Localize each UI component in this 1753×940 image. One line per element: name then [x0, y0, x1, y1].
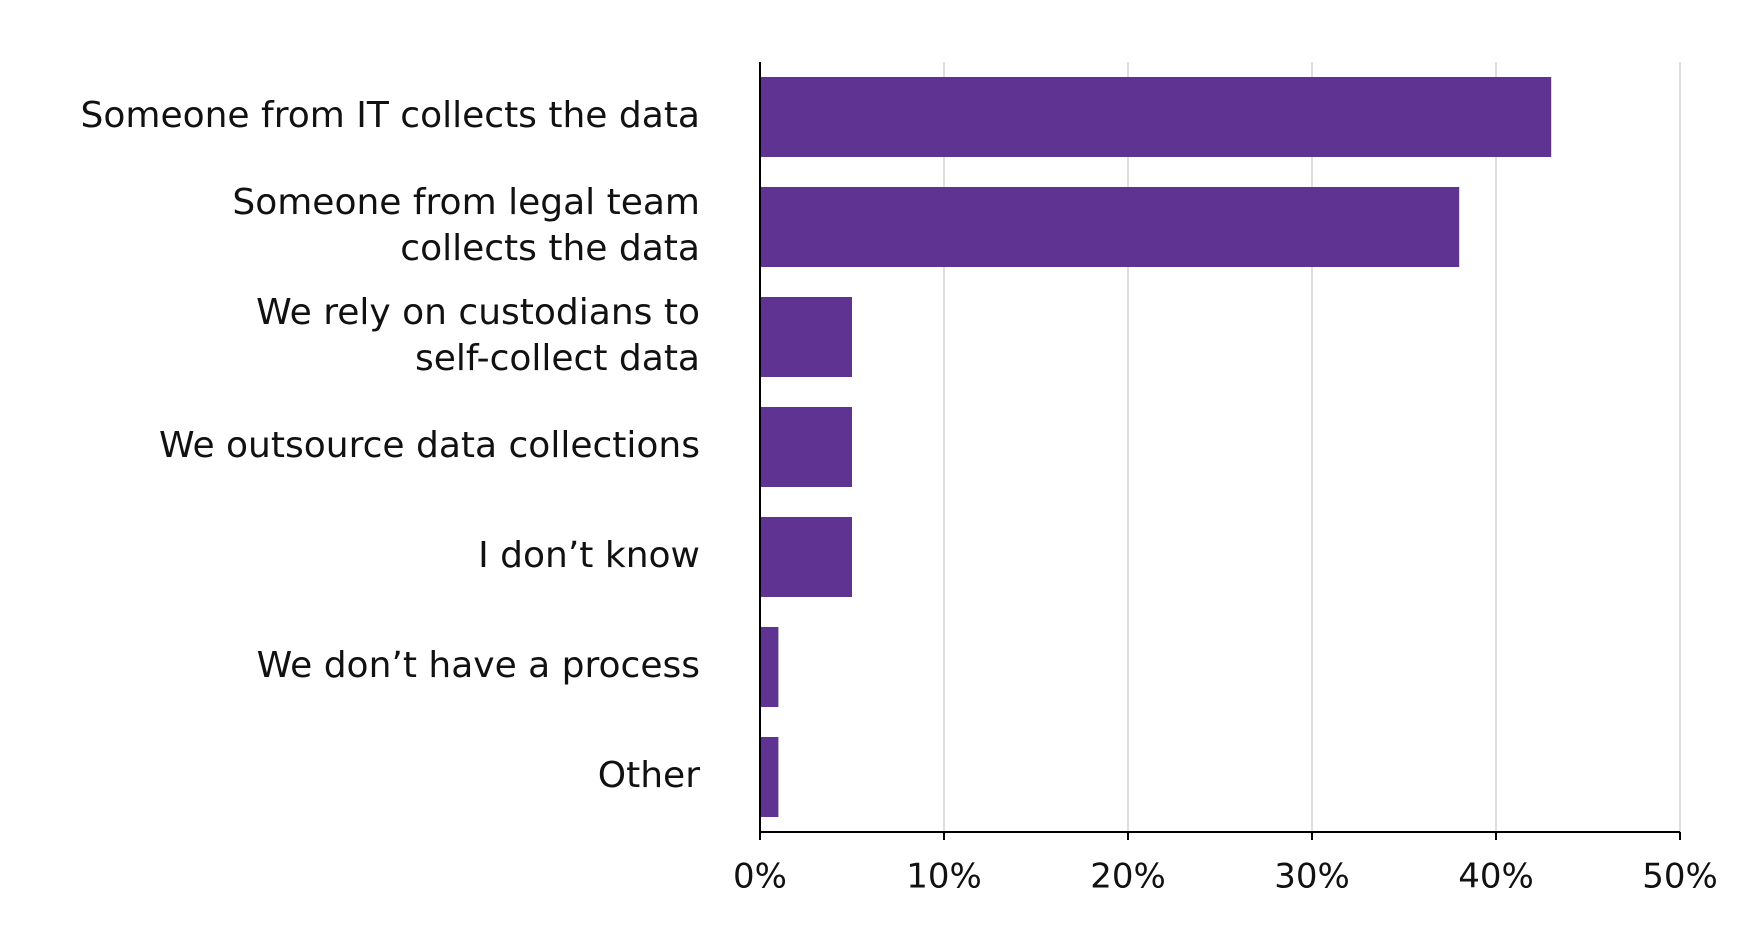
bar-0	[760, 77, 1552, 157]
category-label-1: Someone from legal team collects the data	[232, 182, 700, 269]
category-label-line: collects the data	[400, 228, 700, 269]
category-labels: Someone from IT collects the data Someone…	[81, 95, 701, 796]
x-tick-label-20: 20%	[1090, 857, 1166, 897]
category-label-line: I don’t know	[478, 535, 700, 576]
bars	[760, 77, 1552, 817]
category-label-line: self-collect data	[415, 338, 700, 379]
bar-2	[760, 297, 852, 377]
category-label-line: Someone from IT collects the data	[81, 95, 701, 136]
category-label-line: We rely on custodians to	[256, 292, 700, 333]
x-tick-label-0: 0%	[733, 857, 787, 897]
tick-labels: 0% 10% 20% 30% 40% 50%	[733, 857, 1718, 897]
category-label-line: We outsource data collections	[159, 425, 700, 466]
x-tick-label-30: 30%	[1274, 857, 1350, 897]
bar-1	[760, 187, 1460, 267]
x-tick-label-10: 10%	[906, 857, 982, 897]
category-label-line: We don’t have a process	[257, 645, 700, 686]
bar-6	[760, 737, 779, 817]
bar-3	[760, 407, 852, 487]
category-label-6: Other	[598, 755, 700, 796]
category-label-5: We don’t have a process	[257, 645, 700, 686]
gridlines	[943, 62, 1681, 832]
axes	[759, 62, 1681, 840]
bar-4	[760, 517, 852, 597]
bar-5	[760, 627, 779, 707]
category-label-4: I don’t know	[478, 535, 700, 576]
category-label-0: Someone from IT collects the data	[81, 95, 701, 136]
category-label-2: We rely on custodians to self-collect dat…	[256, 292, 700, 379]
category-label-line: Other	[598, 755, 700, 796]
x-tick-label-40: 40%	[1458, 857, 1534, 897]
x-tick-label-50: 50%	[1642, 857, 1718, 897]
category-label-line: Someone from legal team	[232, 182, 700, 223]
category-label-3: We outsource data collections	[159, 425, 700, 466]
